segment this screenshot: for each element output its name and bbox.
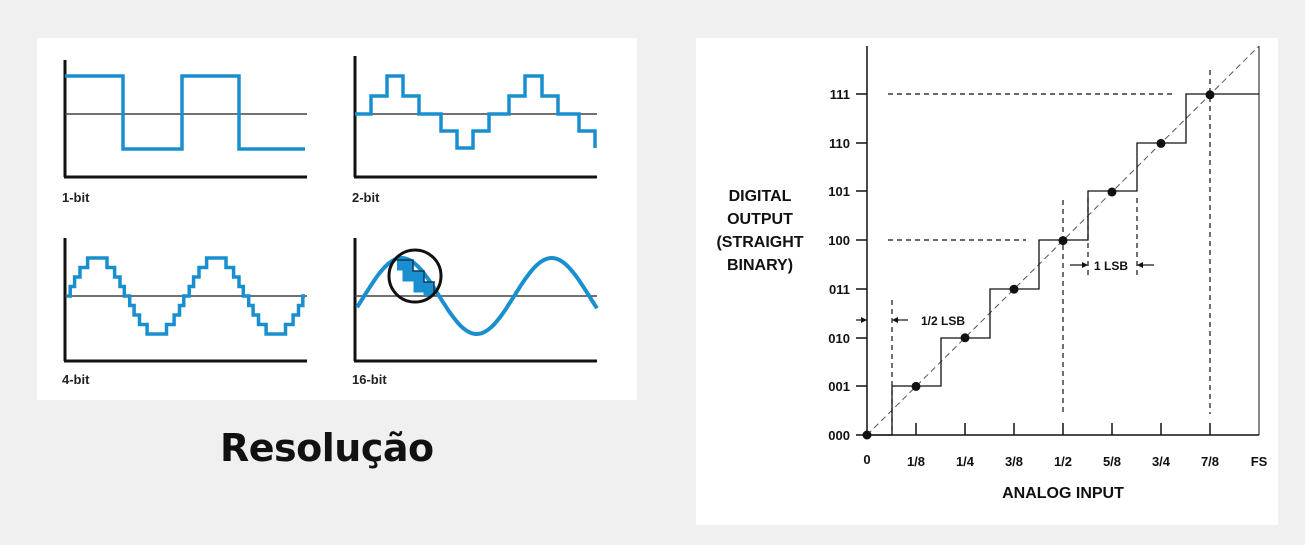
y-tick-label-000: 000 <box>828 428 850 443</box>
adc-transfer-diagram: 000 001 010 011 100 101 110 111 0 1/8 1/… <box>716 45 1268 502</box>
ideal-point-5 <box>1107 187 1117 197</box>
ideal-transfer-line <box>866 45 1260 436</box>
chart-1-bit: 1-bit <box>62 60 307 205</box>
x-tick-label-1-2: 1/2 <box>1054 454 1072 469</box>
one-lsb-marker: 1 LSB <box>1070 259 1154 273</box>
chart-16-bit-label: 16-bit <box>352 372 387 387</box>
y-axis-label-line-1: DIGITAL <box>729 188 792 205</box>
ideal-point-0 <box>862 430 872 440</box>
resolution-title: Resolução <box>220 426 434 470</box>
half-lsb-arrow-right-head <box>892 317 898 323</box>
half-lsb-label: 1/2 LSB <box>921 314 965 328</box>
y-tick-label-110: 110 <box>829 136 850 151</box>
x-tick-label-1-8: 1/8 <box>907 454 925 469</box>
zoom-circle <box>387 248 443 304</box>
x-tick-label-0: 0 <box>863 452 870 467</box>
x-tick-label-3-8: 3/8 <box>1005 454 1023 469</box>
half-lsb-arrow-left-head <box>861 317 867 323</box>
ideal-point-4 <box>1058 236 1068 246</box>
y-axis-label-line-4: BINARY) <box>727 257 793 274</box>
ideal-point-3 <box>1009 284 1019 294</box>
ideal-transition-points <box>862 90 1215 440</box>
y-ticks <box>856 93 867 436</box>
y-tick-label-001: 001 <box>828 379 850 394</box>
chart-16-bit: 16-bit <box>352 238 599 387</box>
y-axis-label-line-3: (STRAIGHT <box>716 234 803 251</box>
half-lsb-marker: 1/2 LSB <box>856 314 965 328</box>
zoom-detail-steps-outline <box>397 259 435 296</box>
one-lsb-arrow-right-head <box>1137 262 1143 268</box>
ideal-point-6 <box>1156 138 1166 148</box>
resolution-figures: 1-bit 2-bit 4-bit 16-bit <box>62 56 599 387</box>
x-tick-label-3-4: 3/4 <box>1152 454 1171 469</box>
y-tick-label-100: 100 <box>828 233 850 248</box>
chart-4-bit-wave <box>67 256 305 336</box>
zoom-detail-steps <box>397 259 435 296</box>
y-tick-label-111: 111 <box>830 87 850 102</box>
transfer-function-panel: 000 001 010 011 100 101 110 111 0 1/8 1/… <box>696 38 1278 525</box>
x-tick-label-7-8: 7/8 <box>1201 454 1219 469</box>
x-tick-label-1-4: 1/4 <box>956 454 975 469</box>
y-tick-label-011: 011 <box>829 282 850 297</box>
chart-2-bit-wave <box>355 74 597 150</box>
chart-1-bit-wave <box>65 74 305 151</box>
chart-4-bit-label: 4-bit <box>62 372 90 387</box>
chart-2-bit-label: 2-bit <box>352 190 380 205</box>
x-ticks <box>915 423 1211 435</box>
y-tick-label-101: 101 <box>828 184 850 199</box>
y-axis-label-line-2: OUTPUT <box>727 211 793 228</box>
resolution-panel: 1-bit 2-bit 4-bit 16-bit <box>37 38 637 400</box>
ideal-point-2 <box>960 333 970 343</box>
chart-4-bit: 4-bit <box>62 238 307 387</box>
x-tick-label-fs: FS <box>1251 454 1268 469</box>
one-lsb-label: 1 LSB <box>1094 259 1128 273</box>
ideal-point-7 <box>1205 90 1215 100</box>
chart-1-bit-label: 1-bit <box>62 190 90 205</box>
x-tick-label-5-8: 5/8 <box>1103 454 1121 469</box>
chart-2-bit: 2-bit <box>352 56 597 205</box>
one-lsb-arrow-left-head <box>1082 262 1088 268</box>
ideal-point-1 <box>911 381 921 391</box>
y-tick-label-010: 010 <box>828 331 850 346</box>
x-axis-label: ANALOG INPUT <box>1002 485 1124 502</box>
